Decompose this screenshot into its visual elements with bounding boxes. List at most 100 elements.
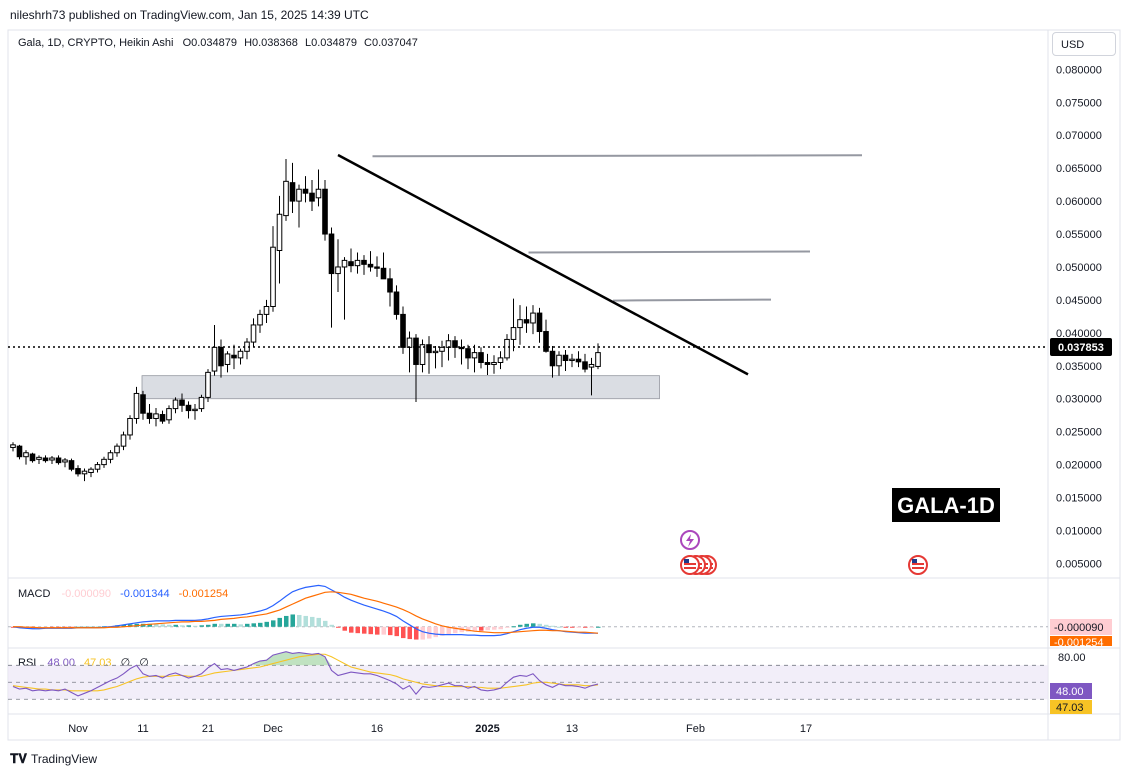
- macd-histogram-bar: [219, 623, 224, 627]
- macd-histogram-bar: [388, 626, 393, 636]
- candle-body: [153, 413, 159, 419]
- watermark-box: [892, 488, 1000, 522]
- candle-body: [543, 331, 549, 352]
- candle-body: [367, 263, 374, 268]
- candle-body: [413, 337, 419, 365]
- candle-body: [16, 445, 23, 458]
- macd-histogram-bar: [284, 615, 289, 627]
- macd-signal-line: [12, 591, 599, 634]
- price-tick-label: 0.005000: [1056, 558, 1102, 570]
- currency-button[interactable]: USD: [1052, 32, 1116, 56]
- candle-body: [549, 350, 556, 367]
- macd-histogram-bar: [199, 625, 204, 627]
- macd-histogram-bar: [238, 624, 243, 627]
- macd-histogram-bar: [225, 623, 230, 627]
- price-tick-label: 0.035000: [1056, 361, 1102, 373]
- support-zone: [141, 375, 660, 400]
- macd-histogram-bar: [173, 624, 178, 627]
- macd-histogram-bar: [258, 622, 263, 627]
- candle-body: [328, 233, 335, 275]
- time-tick-label: 21: [202, 723, 214, 735]
- macd-histogram-bar: [583, 626, 588, 628]
- ohlc-close: C0.037047: [364, 37, 418, 49]
- macd-histogram-bar: [505, 626, 510, 628]
- price-tick-label: 0.070000: [1056, 130, 1102, 142]
- price-tick-label: 0.030000: [1056, 394, 1102, 406]
- candle-body: [406, 337, 413, 348]
- candle-body: [114, 445, 120, 454]
- macd-histogram-bar: [531, 623, 536, 627]
- candle-body: [426, 344, 432, 354]
- candle-body: [283, 180, 289, 217]
- candle-body: [569, 358, 575, 362]
- macd-histogram-bar: [264, 621, 269, 627]
- candle-body: [556, 354, 562, 367]
- macd-histogram-bar: [232, 623, 237, 627]
- time-axis[interactable]: Nov 11 21 Dec 16 2025 13 Feb 17: [68, 723, 812, 735]
- macd-signal-axis-label: -0.001254: [1054, 637, 1104, 649]
- candle-body: [289, 182, 296, 202]
- candle-body: [348, 261, 354, 267]
- macd-histogram-bar: [550, 625, 555, 627]
- lightning-bolt-icon: [686, 534, 694, 547]
- horizontal-levels: [372, 154, 863, 302]
- candle-body: [432, 350, 439, 354]
- tradingview-logo: 𝐓𝐕 TradingView: [10, 751, 97, 767]
- ohlc-low: L0.034879: [305, 37, 357, 49]
- macd-histogram-bar: [180, 625, 185, 627]
- candle-body: [315, 188, 322, 199]
- time-tick-label: 11: [137, 723, 148, 735]
- candle-body: [595, 352, 601, 367]
- candle-body: [263, 306, 270, 315]
- macd-histogram-bar: [245, 623, 250, 627]
- rsi-extra-2: ∅: [139, 657, 149, 669]
- rsi-ma-axis-label: 47.03: [1056, 702, 1084, 714]
- macd-histogram-bar: [518, 624, 523, 627]
- macd-pane: -0.000090 -0.001254: [8, 584, 1112, 649]
- candle-body: [322, 188, 328, 235]
- candle-body: [42, 457, 49, 462]
- macd-histogram-bar: [466, 626, 471, 632]
- candle-body: [146, 412, 153, 419]
- event-icons[interactable]: [680, 530, 928, 575]
- candle-body: [127, 417, 133, 436]
- us-flag-stripe-icon: [684, 563, 696, 565]
- macd-histogram-bar: [492, 626, 497, 630]
- macd-histogram-bar: [186, 625, 191, 627]
- macd-histogram-bar: [193, 625, 198, 627]
- candle-body: [465, 348, 471, 359]
- candle-body: [140, 394, 146, 414]
- macd-histogram-bar: [576, 626, 581, 628]
- price-tick-label: 0.045000: [1056, 295, 1102, 307]
- price-tick-label: 0.020000: [1056, 460, 1102, 472]
- candle-body: [588, 363, 595, 368]
- us-flag-canton-icon: [912, 559, 917, 563]
- macd-histogram-bar: [271, 620, 276, 627]
- candle-body: [354, 259, 361, 267]
- us-flag-stripe-icon: [912, 563, 924, 565]
- us-flag-stripe-icon: [684, 567, 696, 569]
- macd-histogram-bar: [440, 626, 445, 636]
- macd-histogram-bar: [381, 626, 386, 635]
- macd-histogram-bar: [433, 626, 438, 638]
- macd-histogram-bar: [446, 626, 451, 635]
- macd-histogram-bar: [362, 626, 367, 634]
- rsi-line: [12, 651, 599, 697]
- rsi-ma-tag: [1050, 700, 1092, 714]
- candle-body: [205, 371, 211, 398]
- price-axis[interactable]: 0.080000 0.075000 0.070000 0.065000 0.060000…: [1056, 64, 1102, 570]
- candle-body: [458, 346, 465, 350]
- macd-histogram-bar: [316, 617, 321, 627]
- macd-histogram-bar: [147, 623, 152, 627]
- time-tick-label: 17: [800, 723, 812, 735]
- macd-histogram-bar: [323, 620, 328, 627]
- tradingview-wordmark: TradingView: [31, 752, 98, 766]
- candle-body: [517, 319, 523, 329]
- candle-body: [107, 452, 114, 460]
- candle-body: [250, 324, 257, 343]
- macd-histogram-bar: [349, 626, 354, 633]
- candle-body: [36, 456, 42, 460]
- trendline[interactable]: [337, 153, 749, 376]
- candle-body: [361, 259, 367, 265]
